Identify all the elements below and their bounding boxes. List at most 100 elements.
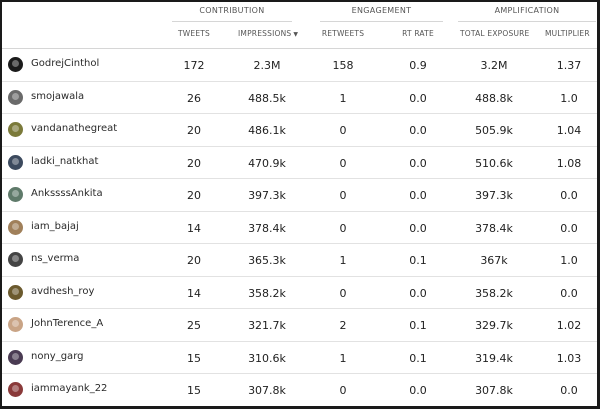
rt-rate-value: 0.0 [409,91,427,105]
user-handle[interactable]: ladki_natkhat [31,155,99,167]
tweets-value: 15 [187,384,201,397]
impressions-value: 397.3k [248,189,286,202]
tweets-value: 172 [183,59,205,72]
tweets-value: 15 [187,351,201,365]
rt-rate-value: 0.0 [409,384,427,397]
group-engagement: ENGAGEMENT [351,6,412,15]
user-handle[interactable]: JohnTerence_A [31,318,104,329]
multiplier-value: 1.02 [556,319,582,332]
column-group-header: CONTRIBUTION ENGAGEMENT AMPLIFICATION [2,2,597,22]
group-contribution: CONTRIBUTION [199,6,265,15]
avatar[interactable] [8,317,23,332]
group-amplification-underline [458,21,596,22]
user-handle[interactable]: ns_verma [31,253,80,264]
table-row[interactable]: avdhesh_roy 14 358.2k 0 0.0 358.2k 0.0 [2,277,597,309]
column-header-total-exposure[interactable]: TOTAL EXPOSURE [460,29,530,38]
total-exposure-value: 358.2k [475,286,513,300]
avatar[interactable] [8,349,23,365]
rt-rate-value: 0.9 [409,59,427,72]
impressions-value: 470.9k [248,156,286,170]
impressions-value: 2.3M [253,59,281,72]
column-header-row: TWEETS IMPRESSIONS ▼ RETWEETS RT RATE TOT… [2,22,597,48]
avatar[interactable] [8,382,23,397]
multiplier-value: 1.08 [556,156,582,170]
multiplier-value: 1.0 [560,254,578,267]
impressions-value: 365.3k [248,254,286,267]
tweets-value: 14 [187,286,201,300]
user-handle[interactable]: iam_bajaj [31,220,79,232]
sort-descending-icon: ▼ [293,31,299,38]
group-contribution-underline [172,21,292,22]
total-exposure-value: 505.9k [475,124,513,137]
column-header-tweets[interactable]: TWEETS [177,29,211,38]
column-header-rt-rate[interactable]: RT RATE [402,29,434,38]
avatar[interactable] [8,219,23,235]
total-exposure-value: 510.6k [475,156,513,170]
impressions-value: 488.5k [248,91,286,105]
retweets-value: 2 [339,319,347,332]
tweets-value: 25 [187,319,201,332]
table-row[interactable]: ladki_natkhat 20 470.9k 0 0.0 510.6k 1.0… [2,147,597,179]
multiplier-value: 1.04 [556,124,582,137]
avatar[interactable] [8,284,23,300]
table-row[interactable]: vandanathegreat 20 486.1k 0 0.0 505.9k 1… [2,114,597,147]
impressions-value: 486.1k [248,124,286,137]
total-exposure-value: 378.4k [475,221,513,235]
rt-rate-value: 0.1 [409,351,427,365]
user-handle[interactable]: GodrejCinthol [31,58,100,69]
rt-rate-value: 0.0 [409,124,427,137]
table-row[interactable]: iammayank_22 15 307.8k 0 0.0 307.8k 0.0 [2,374,597,406]
impressions-value: 310.6k [248,351,286,365]
total-exposure-value: 397.3k [475,189,513,202]
column-header-retweets[interactable]: RETWEETS [321,29,365,38]
retweets-value: 0 [339,156,347,170]
retweets-value: 0 [339,221,347,235]
table-row[interactable]: JohnTerence_A 25 321.7k 2 0.1 329.7k 1.0… [2,309,597,342]
avatar[interactable] [8,122,23,137]
group-engagement-underline [320,21,443,22]
table-row[interactable]: AnkssssAnkita 20 397.3k 0 0.0 397.3k 0.0 [2,179,597,212]
user-handle[interactable]: nony_garg [31,350,84,362]
avatar[interactable] [8,89,23,105]
column-header-impressions-label: IMPRESSIONS [238,29,292,38]
table-row[interactable]: ns_verma 20 365.3k 1 0.1 367k 1.0 [2,244,597,277]
impressions-value: 358.2k [248,286,286,300]
rt-rate-value: 0.0 [409,286,427,300]
user-handle[interactable]: vandanathegreat [31,123,118,134]
user-handle[interactable]: AnkssssAnkita [31,188,103,199]
avatar[interactable] [8,154,23,170]
multiplier-value: 1.03 [556,351,582,365]
group-amplification: AMPLIFICATION [494,6,560,15]
tweets-value: 20 [187,124,201,137]
multiplier-value: 0.0 [560,221,578,235]
avatar[interactable] [8,252,23,267]
impressions-value: 321.7k [248,319,286,332]
table-row[interactable]: GodrejCinthol 172 2.3M 158 0.9 3.2M 1.37 [2,49,597,82]
column-header-multiplier[interactable]: MULTIPLIER [545,29,590,38]
table-row[interactable]: iam_bajaj 14 378.4k 0 0.0 378.4k 0.0 [2,212,597,244]
tweets-value: 26 [187,91,201,105]
retweets-value: 0 [339,286,347,300]
rt-rate-value: 0.1 [409,319,427,332]
user-handle[interactable]: smojawala [31,90,85,102]
total-exposure-value: 329.7k [475,319,513,332]
user-handle[interactable]: avdhesh_roy [31,285,95,297]
table-row[interactable]: nony_garg 15 310.6k 1 0.1 319.4k 1.03 [2,342,597,374]
total-exposure-value: 319.4k [475,351,513,365]
table-row[interactable]: smojawala 26 488.5k 1 0.0 488.8k 1.0 [2,82,597,114]
rt-rate-value: 0.0 [409,221,427,235]
avatar[interactable] [8,57,23,72]
column-header-impressions[interactable]: IMPRESSIONS ▼ [238,29,298,38]
total-exposure-value: 3.2M [480,59,508,72]
rt-rate-value: 0.1 [409,254,427,267]
avatar[interactable] [8,187,23,202]
retweets-value: 1 [339,254,347,267]
total-exposure-value: 488.8k [475,91,513,105]
user-handle[interactable]: iammayank_22 [31,383,108,394]
impressions-value: 307.8k [248,384,286,397]
retweets-value: 158 [332,59,354,72]
total-exposure-value: 307.8k [475,384,513,397]
multiplier-value: 0.0 [560,286,578,300]
retweets-value: 1 [339,91,347,105]
